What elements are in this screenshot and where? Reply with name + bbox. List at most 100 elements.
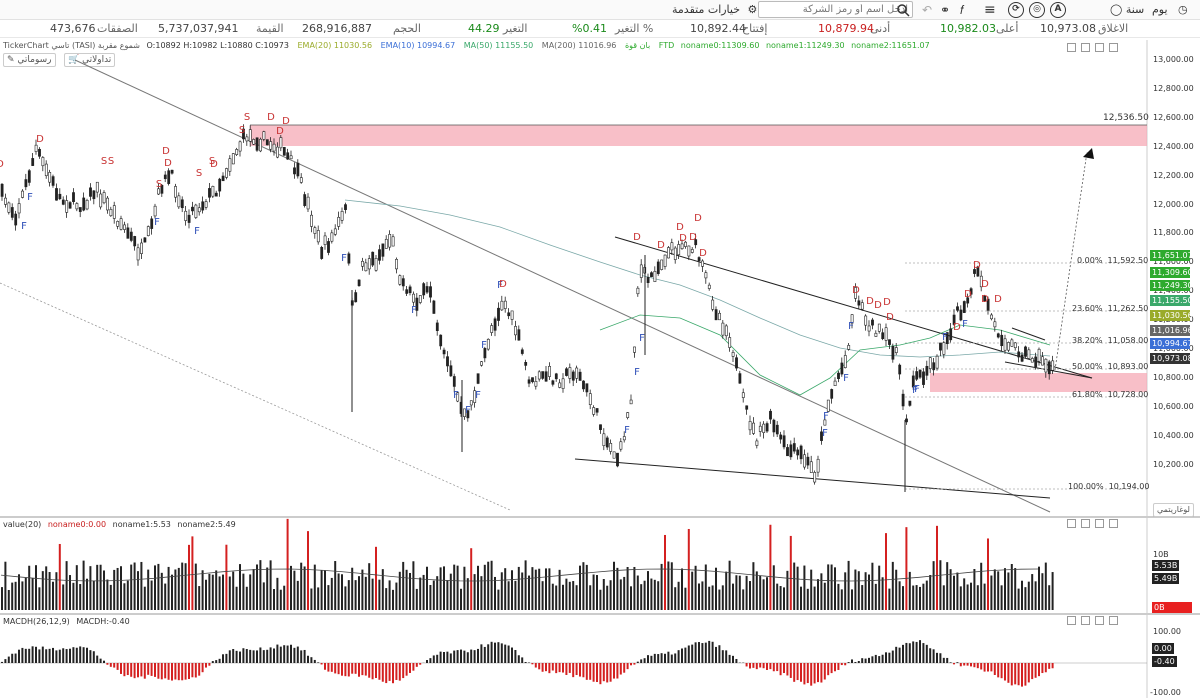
candle-body (279, 137, 283, 149)
volume-bar (198, 586, 201, 610)
pane-maximize-icon[interactable] (1081, 519, 1090, 528)
candle-body (112, 205, 116, 219)
macd-bar (92, 651, 95, 663)
pane-close-icon[interactable] (1109, 519, 1118, 528)
volume-bar (585, 564, 588, 610)
macd-bar (215, 660, 218, 663)
volume-bar (534, 569, 537, 610)
macd-bar (412, 663, 415, 671)
macd-bar (942, 657, 945, 663)
candle-body (762, 423, 766, 433)
volume-bar (823, 582, 826, 610)
volume-bar (630, 586, 632, 610)
link-icon[interactable]: ⚭ (940, 3, 951, 17)
log-scale-button[interactable]: لوغاريتمي (1153, 503, 1194, 517)
macd-bar (834, 663, 836, 672)
volume-bar (266, 567, 269, 610)
volume-bar (259, 560, 262, 610)
pane-close-icon[interactable] (1109, 616, 1118, 625)
macd-bar (684, 647, 687, 663)
pane-settings-icon[interactable] (1095, 519, 1104, 528)
volume-bar (919, 586, 921, 610)
price-tag: 10,994.67 (1150, 338, 1193, 349)
volume-bar (514, 580, 517, 610)
period-year-button[interactable]: ◯ سنة (1110, 2, 1144, 18)
candle-body (146, 226, 150, 236)
lines-icon[interactable]: ≡ (984, 2, 996, 18)
pane-settings-icon[interactable] (1095, 616, 1104, 625)
candle-body (575, 367, 579, 379)
main-pane-controls[interactable] (1062, 43, 1118, 53)
trades-button[interactable]: 🛒 تداولاتي (64, 53, 116, 67)
macd-bar (269, 647, 272, 663)
candle-body (55, 188, 58, 201)
candle-body (670, 242, 674, 251)
pane-minimize-icon[interactable] (1067, 519, 1076, 528)
volume-bar (528, 575, 530, 610)
advanced-options-button[interactable]: خيارات متقدمة ⚙ (672, 2, 757, 18)
signal-mark: D (964, 289, 972, 300)
symbol-label: تاسي (TASI) (51, 41, 96, 50)
pane-maximize-icon[interactable] (1081, 43, 1090, 52)
clock-icon[interactable]: ◷ (1178, 3, 1188, 16)
volume-bar (915, 585, 918, 610)
macd-bar (62, 648, 65, 663)
signal-mark: S (244, 112, 250, 123)
compare-icon[interactable]: ◎ (1029, 2, 1045, 18)
volume-bar (320, 570, 323, 610)
macd-bar (524, 661, 527, 663)
period-day-button[interactable]: يوم (1152, 3, 1168, 16)
volume-bar (1048, 585, 1051, 610)
candle-body (310, 214, 313, 227)
candle-body (911, 375, 915, 388)
macd-bar (286, 645, 289, 663)
signal-mark: F (341, 253, 347, 264)
macd-bar (446, 651, 449, 663)
candle-body (170, 169, 174, 174)
search-icon[interactable] (896, 3, 910, 17)
macd-bar (89, 650, 92, 663)
pane-settings-icon[interactable] (1095, 43, 1104, 52)
open-label: إفتتاح (742, 22, 768, 35)
volume-bar (86, 578, 88, 610)
macd-bar (181, 663, 184, 681)
volume-bar (670, 562, 673, 610)
volume-pane-controls[interactable] (1062, 519, 1118, 529)
volume-bar (701, 581, 704, 610)
candle-body (126, 227, 130, 239)
pane-minimize-icon[interactable] (1067, 616, 1076, 625)
refresh-icon[interactable]: ⟳ (1008, 2, 1024, 18)
volume-bar (14, 581, 17, 610)
macd-bar (902, 644, 904, 663)
price-tag: 11,249.30 (1150, 280, 1193, 291)
undo-icon[interactable]: ↶ (922, 3, 933, 17)
volume-bar (69, 575, 71, 610)
volume-bar (290, 565, 292, 610)
macd-bar (1024, 663, 1027, 686)
signal-mark: F (912, 385, 918, 396)
pane-close-icon[interactable] (1109, 43, 1118, 52)
indicator-icon[interactable]: 𝑓 (960, 3, 964, 17)
candle-body (507, 312, 511, 317)
volume-bar (789, 535, 792, 610)
macd-bar (769, 663, 772, 670)
fib-label-4: 61.80% 10,728.00 (1072, 390, 1149, 399)
candle-body (663, 254, 667, 267)
candle-body (85, 199, 89, 210)
candle-body (255, 137, 259, 151)
settings-icon[interactable]: A (1050, 2, 1066, 18)
macd-pane-controls[interactable] (1062, 616, 1118, 626)
volume-bar (228, 576, 231, 610)
candle-body (993, 321, 997, 328)
macd-bar (341, 663, 343, 676)
pane-maximize-icon[interactable] (1081, 616, 1090, 625)
macd-bar (905, 642, 908, 663)
volume-bar (698, 583, 700, 610)
macd-bar (800, 663, 802, 682)
drawings-button[interactable]: ✎ رسوماتي (3, 53, 56, 67)
pane-minimize-icon[interactable] (1067, 43, 1076, 52)
signal-mark: F (962, 319, 968, 330)
volume-bar (783, 587, 785, 610)
company-search-input[interactable] (758, 1, 913, 18)
